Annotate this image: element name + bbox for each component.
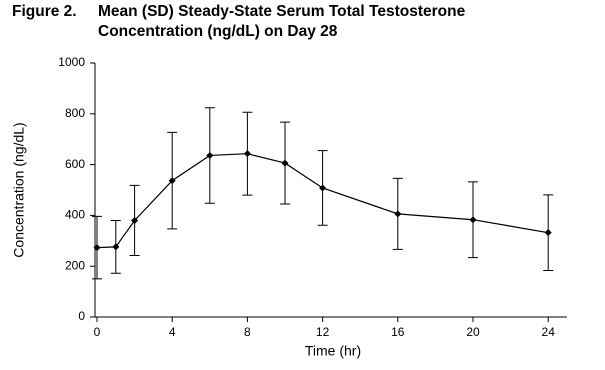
x-tick-label: 24: [542, 325, 556, 339]
x-tick-label: 12: [316, 325, 330, 339]
marker: [168, 177, 176, 185]
figure-label: Figure 2.: [12, 3, 77, 20]
y-tick-label: 400: [65, 208, 85, 222]
x-tick-label: 0: [94, 325, 101, 339]
marker: [469, 216, 477, 224]
y-tick-label: 600: [65, 157, 85, 171]
marker: [281, 159, 289, 167]
marker: [112, 243, 120, 251]
x-axis-label: Time (hr): [305, 343, 361, 359]
x-tick-label: 16: [391, 325, 405, 339]
y-axis-label: Concentration (ng/dL): [11, 122, 27, 257]
marker: [93, 244, 101, 252]
marker: [206, 151, 214, 159]
x-tick-label: 4: [169, 325, 176, 339]
y-tick-label: 200: [65, 258, 85, 272]
marker: [243, 150, 251, 158]
y-tick-label: 800: [65, 106, 85, 120]
marker: [131, 216, 139, 224]
marker: [319, 184, 327, 192]
marker: [544, 229, 552, 237]
y-tick-label: 0: [78, 309, 85, 323]
marker: [394, 210, 402, 218]
chart-title: Mean (SD) Steady-State Serum Total Testo…: [98, 3, 466, 40]
x-tick-label: 8: [244, 325, 251, 339]
y-tick-label: 1000: [58, 55, 85, 69]
x-tick-label: 20: [466, 325, 480, 339]
